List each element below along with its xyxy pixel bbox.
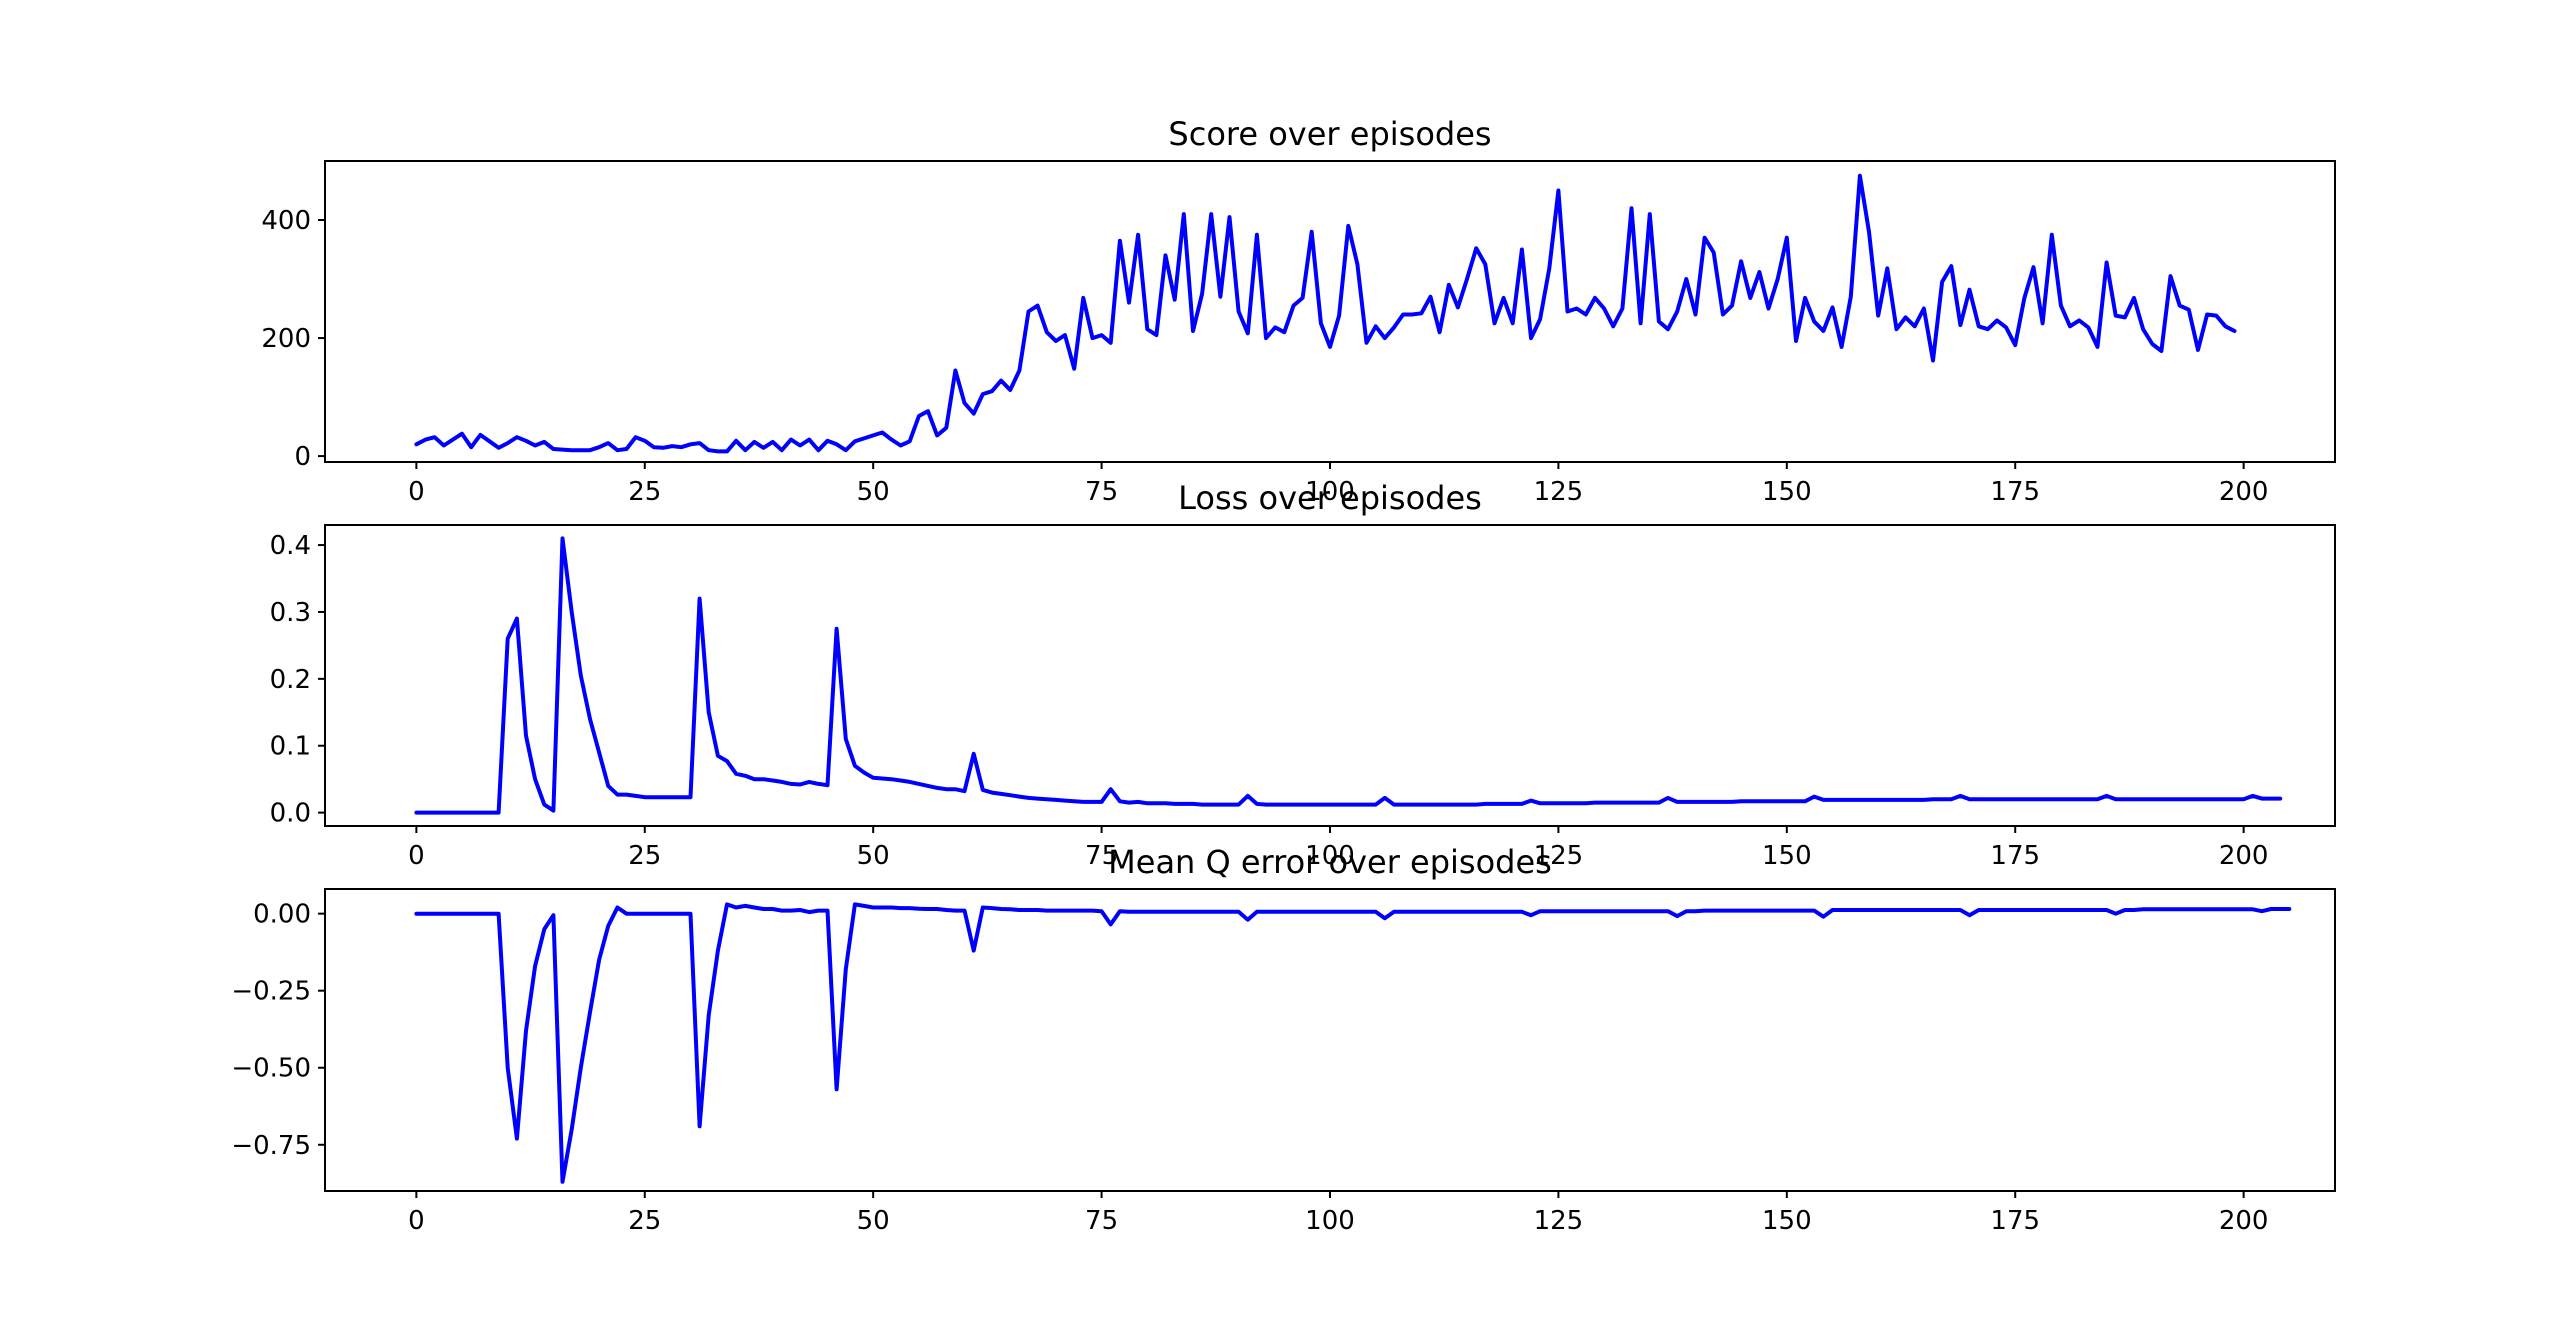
chart-title: Score over episodes xyxy=(1168,115,1491,153)
x-tick-label: 0 xyxy=(408,477,425,507)
y-tick-label: 0.3 xyxy=(270,598,311,628)
x-tick-label: 150 xyxy=(1762,477,1812,507)
y-tick-label: 400 xyxy=(261,206,311,236)
series-line-2-1 xyxy=(414,536,2283,815)
x-tick-label: 0 xyxy=(408,841,425,871)
chart-title: Mean Q error over episodes xyxy=(1108,843,1552,881)
x-tick-label: 200 xyxy=(2219,477,2269,507)
x-tick-label: 100 xyxy=(1305,477,1355,507)
y-tick-label: 0.2 xyxy=(270,665,311,695)
x-tick-label: 75 xyxy=(1085,1206,1118,1236)
y-tick-label: 0.0 xyxy=(270,799,311,829)
x-tick-label: 200 xyxy=(2219,841,2269,871)
y-tick-label: 0.4 xyxy=(270,531,311,561)
x-tick-label: 0 xyxy=(408,1206,425,1236)
x-tick-label: 100 xyxy=(1305,841,1355,871)
subplot-2: 0 25 50 75 100 125 150 175 200 0.0 0.1 0.2 0.3 0.4 Los… xyxy=(270,479,2336,871)
x-tick-label: 175 xyxy=(1990,1206,2040,1236)
x-tick-label: 75 xyxy=(1085,477,1118,507)
x-tick-label: 25 xyxy=(628,477,661,507)
y-tick-label: 0 xyxy=(294,442,311,472)
x-tick-label: 150 xyxy=(1762,1206,1812,1236)
x-tick-label: 200 xyxy=(2219,1206,2269,1236)
x-tick-label: 50 xyxy=(857,477,890,507)
y-tick-label: 200 xyxy=(261,324,311,354)
x-tick-label: 50 xyxy=(857,841,890,871)
y-tick-label: −0.75 xyxy=(231,1131,311,1161)
series-line-3-1 xyxy=(414,902,2292,1184)
y-tick-label: −0.25 xyxy=(231,977,311,1007)
chart-title: Loss over episodes xyxy=(1178,479,1482,517)
x-tick-label: 25 xyxy=(628,841,661,871)
x-tick-label: 100 xyxy=(1305,1206,1355,1236)
x-tick-label: 175 xyxy=(1990,477,2040,507)
subplot-1: 0 25 50 75 100 125 150 175 200 0 200 400 Score over … xyxy=(261,115,2336,507)
x-tick-label: 125 xyxy=(1534,477,1584,507)
series-line-1-1 xyxy=(414,173,2237,454)
x-tick-label: 150 xyxy=(1762,841,1812,871)
y-tick-label: −0.50 xyxy=(231,1054,311,1084)
x-tick-label: 125 xyxy=(1534,1206,1584,1236)
x-tick-label: 125 xyxy=(1534,841,1584,871)
x-tick-label: 50 xyxy=(857,1206,890,1236)
x-tick-label: 25 xyxy=(628,1206,661,1236)
x-tick-label: 75 xyxy=(1085,841,1118,871)
y-tick-label: 0.00 xyxy=(253,900,311,930)
subplot-3: 0 25 50 75 100 125 150 175 200 0.00 −0.25 −0.50 −0.7… xyxy=(231,843,2336,1236)
x-tick-label: 175 xyxy=(1990,841,2040,871)
y-tick-label: 0.1 xyxy=(270,732,311,762)
